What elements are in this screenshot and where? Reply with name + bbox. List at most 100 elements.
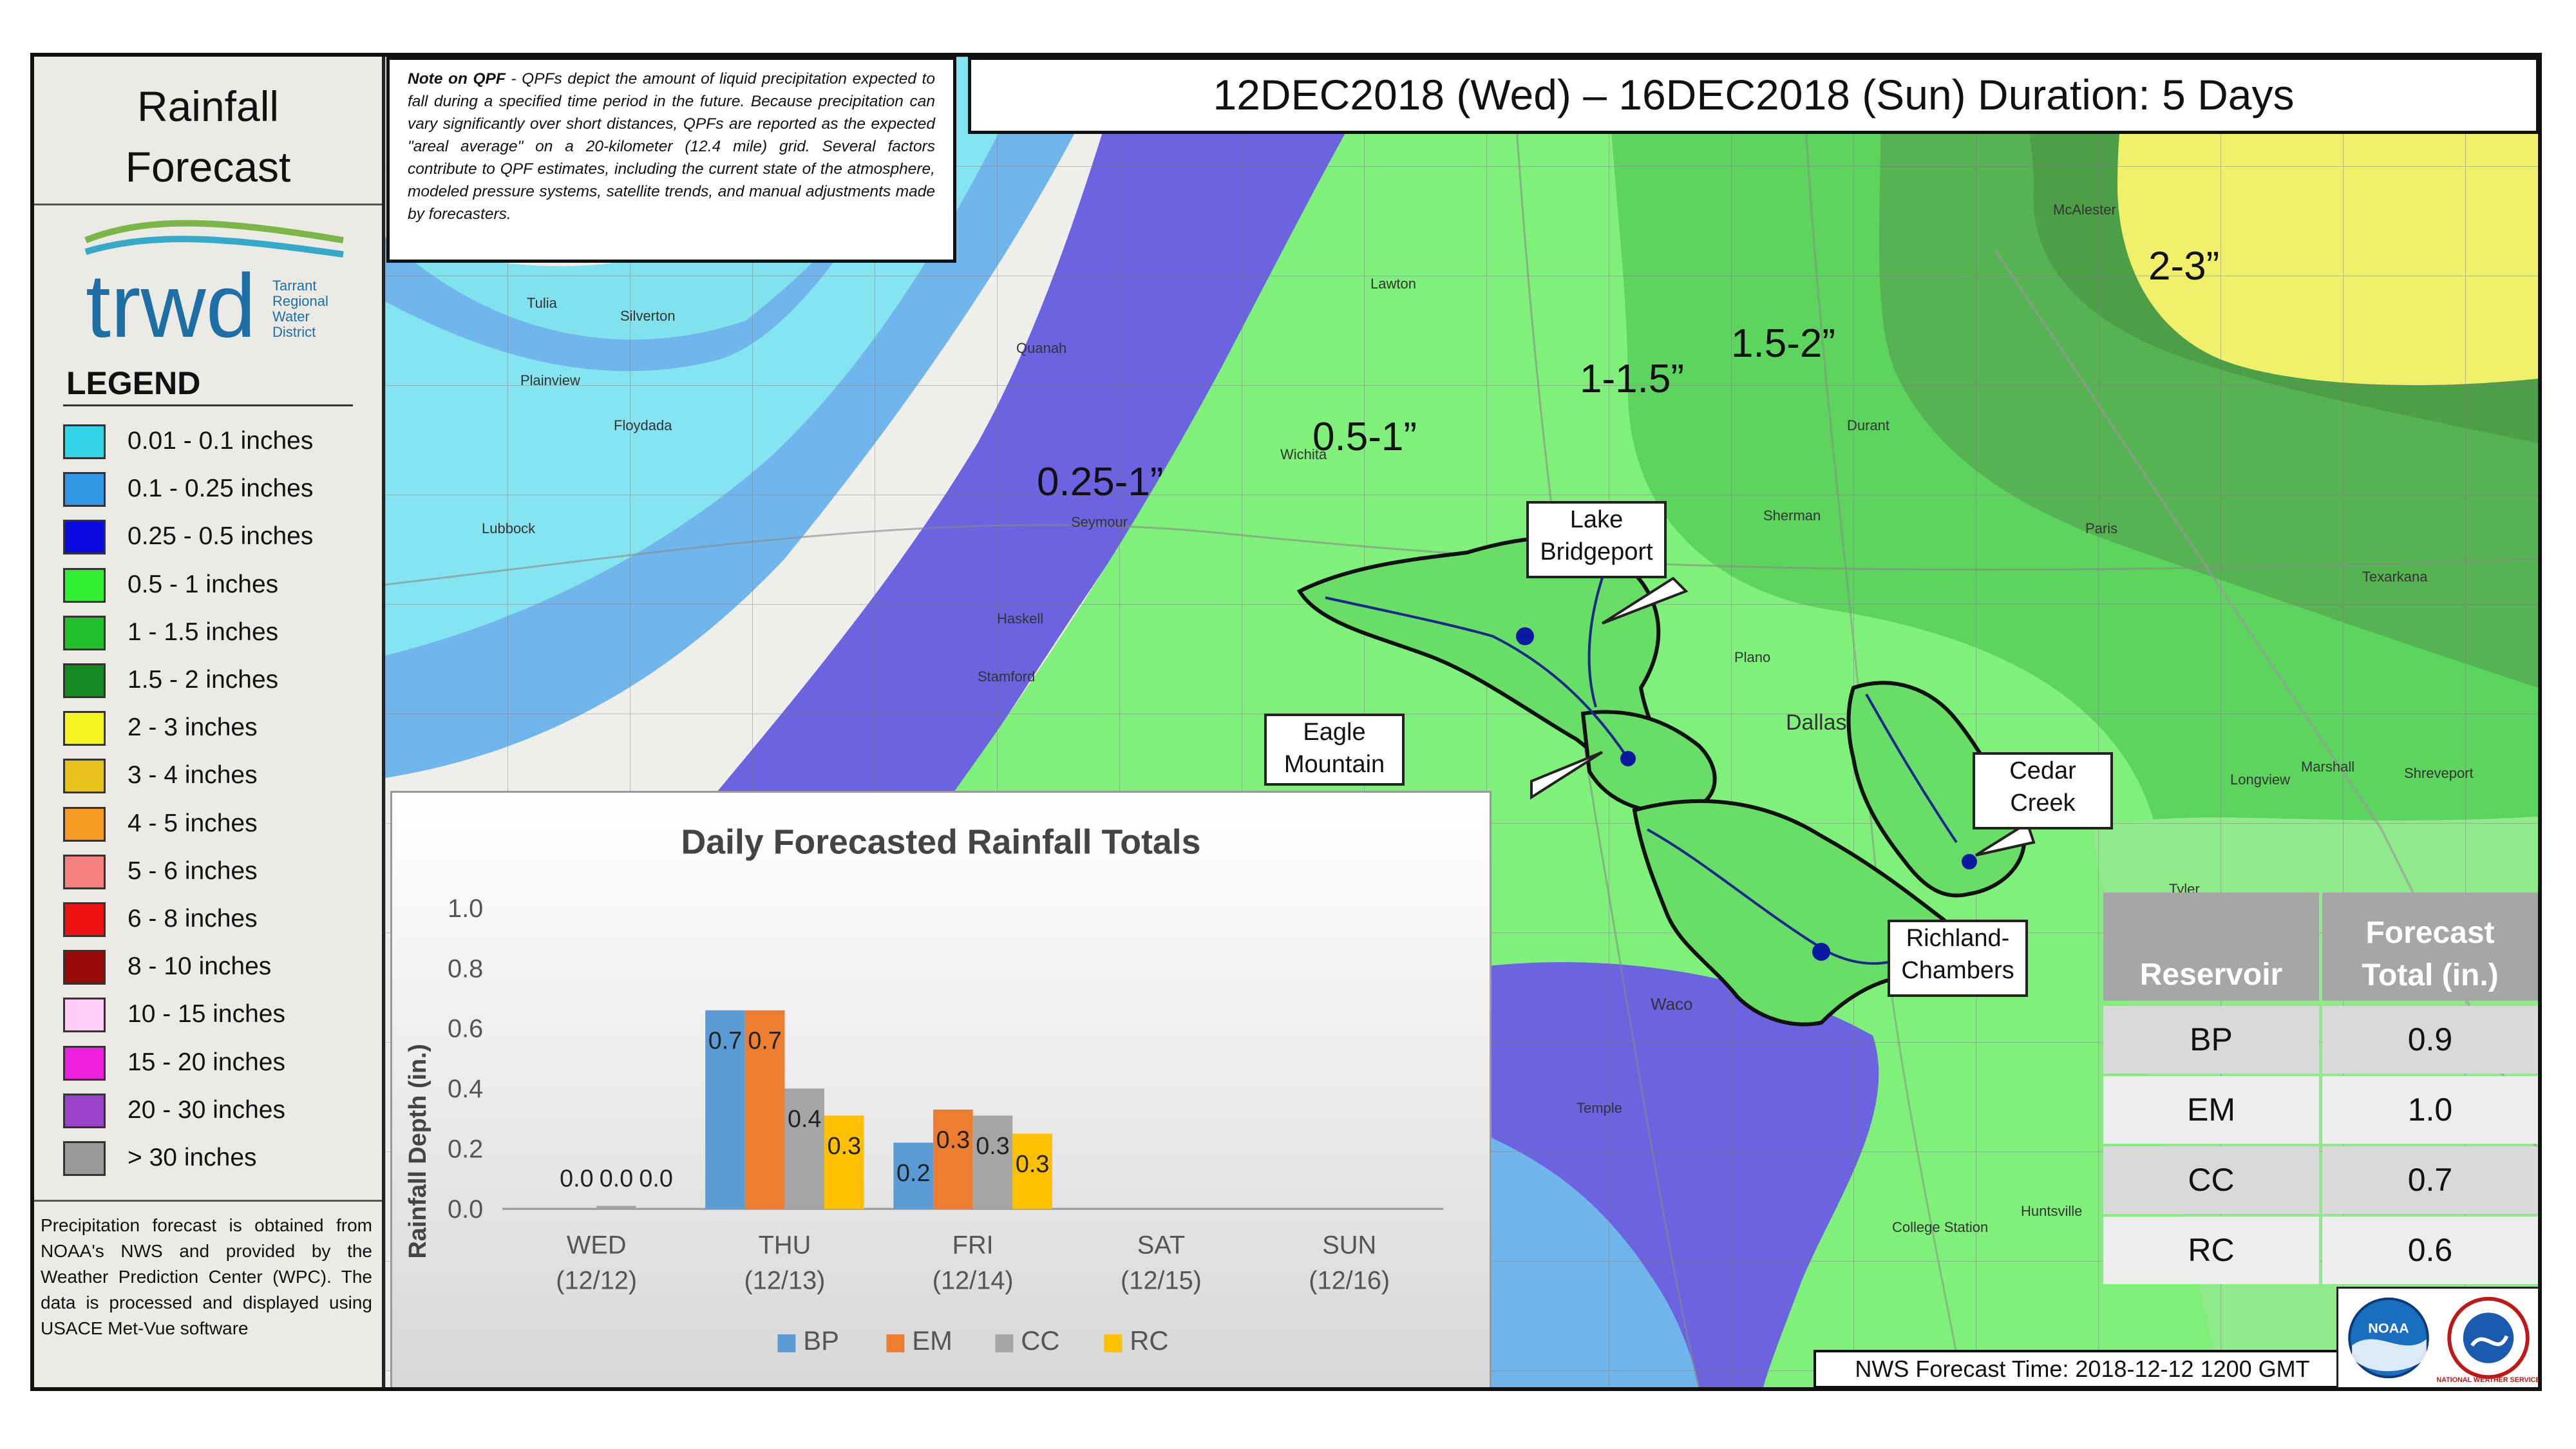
legend-item: > 30 inches <box>63 1137 372 1176</box>
table-header-reservoir: Reservoir <box>2103 893 2319 1001</box>
legend-label: 0.25 - 0.5 inches <box>128 522 314 551</box>
bar-CC <box>784 1088 825 1209</box>
callout-eagle-mountain: Eagle Mountain <box>1264 714 1405 786</box>
data-label: 0.0 <box>639 1165 673 1192</box>
legend-item: 0.5 - 1 inches <box>63 564 372 603</box>
town-haskell: Haskell <box>997 611 1043 627</box>
watershed-eagle-mountain <box>1580 710 1717 814</box>
legend-swatch <box>63 806 106 842</box>
legend-item: 8 - 10 inches <box>63 946 372 985</box>
town-texarkana: Texarkana <box>2362 569 2428 585</box>
qpf-note-heading: Note on QPF <box>408 70 506 88</box>
legend-swatch-EM <box>886 1334 905 1352</box>
x-tick-sublabel: (12/16) <box>1309 1266 1390 1294</box>
town-silverton: Silverton <box>620 308 676 324</box>
x-tick-label: THU <box>759 1231 811 1260</box>
callout-lake-bridgeport-line2: Bridgeport <box>1540 538 1653 565</box>
callout-lake-bridgeport: Lake Bridgeport <box>1526 501 1667 578</box>
legend-item: 0.25 - 0.5 inches <box>63 516 372 555</box>
legend-swatch <box>63 950 106 985</box>
callout-eagle-mountain-line1: Eagle <box>1303 719 1366 746</box>
table-cell-total: 0.9 <box>2322 1006 2538 1074</box>
x-tick-sublabel: (12/12) <box>556 1266 637 1294</box>
legend-item: 1.5 - 2 inches <box>63 659 372 698</box>
noaa-logo-text: NOAA <box>2368 1320 2409 1336</box>
chart-y-ticks: 0.0 0.2 0.4 0.6 0.8 1.0 <box>448 895 1444 1224</box>
callout-cedar-creek-line2: Creek <box>2010 790 2076 817</box>
town-huntsville: Huntsville <box>2021 1203 2082 1219</box>
town-durant: Durant <box>1847 417 1889 433</box>
data-label: 0.0 <box>560 1165 594 1192</box>
legend-label: 5 - 6 inches <box>128 857 258 885</box>
forecast-duration: 12DEC2018 (Wed) – 16DEC2018 (Sun) Durati… <box>968 57 2538 134</box>
legend-label: 20 - 30 inches <box>128 1095 285 1124</box>
y-tick-label: 0.6 <box>448 1015 483 1043</box>
town-floydada: Floydada <box>614 417 672 433</box>
legend-item: 10 - 15 inches <box>63 994 372 1033</box>
town-mcalester: McAlester <box>2053 202 2116 218</box>
logo-sub-1: Tarrant <box>272 278 316 294</box>
legend-swatch <box>63 1045 106 1081</box>
town-dallas: Dallas <box>1786 710 1846 735</box>
legend-swatch <box>63 615 106 650</box>
legend-label: 6 - 8 inches <box>128 905 258 933</box>
town-tulia: Tulia <box>527 295 558 311</box>
band-label-2-3: 2-3” <box>2148 244 2220 289</box>
x-tick-label: SAT <box>1137 1231 1185 1260</box>
table-header-total: Forecast Total (in.) <box>2322 893 2538 1001</box>
panel-divider <box>34 1200 382 1202</box>
legend-item: 0.01 - 0.1 inches <box>63 421 372 459</box>
legend-swatch <box>63 472 106 507</box>
logo-sub-2: Regional <box>272 293 328 309</box>
qpf-note: Note on QPF - QPFs depict the amount of … <box>386 57 956 263</box>
town-sherman: Sherman <box>1763 507 1821 524</box>
town-temple: Temple <box>1577 1100 1622 1116</box>
legend-item: 0.1 - 0.25 inches <box>63 468 372 507</box>
y-tick-label: 0.4 <box>448 1075 483 1103</box>
town-marshall: Marshall <box>2301 759 2354 775</box>
bar-EM <box>744 1010 785 1209</box>
town-paris: Paris <box>2085 520 2117 536</box>
town-waco: Waco <box>1651 994 1693 1014</box>
legend-swatch-BP <box>777 1334 796 1352</box>
table-cell-reservoir: RC <box>2103 1217 2319 1284</box>
town-shreveport: Shreveport <box>2404 765 2474 781</box>
data-label: 0.2 <box>896 1160 931 1187</box>
rivers <box>1325 558 1958 965</box>
y-tick-label: 0.2 <box>448 1135 483 1164</box>
legend-item: 3 - 4 inches <box>63 755 372 794</box>
legend-label-RC: RC <box>1130 1325 1168 1356</box>
legend-item: 4 - 5 inches <box>63 803 372 842</box>
legend-item: 6 - 8 inches <box>63 898 372 937</box>
town-plano: Plano <box>1734 649 1770 665</box>
daily-rainfall-chart: Daily Forecasted Rainfall Totals Rainfal… <box>390 791 1492 1387</box>
legend-label: 1.5 - 2 inches <box>128 666 279 694</box>
data-label: 0.7 <box>748 1027 782 1054</box>
band-label-1.5-2: 1.5-2” <box>1731 321 1835 366</box>
legend-swatch-RC <box>1104 1334 1122 1352</box>
bar-EM <box>933 1109 973 1209</box>
legend-item: 5 - 6 inches <box>63 851 372 889</box>
data-label: 0.3 <box>976 1133 1010 1160</box>
data-label: 0.4 <box>788 1106 821 1133</box>
chart-bars <box>596 1010 1052 1209</box>
y-tick-label: 0.0 <box>448 1195 483 1224</box>
legend-label: 15 - 20 inches <box>128 1048 285 1076</box>
legend-swatch <box>63 424 106 459</box>
legend-label: 0.01 - 0.1 inches <box>128 427 314 455</box>
panel-title: Rainfall Forecast <box>34 76 382 197</box>
logo-text: trwd <box>86 255 256 356</box>
table-cell-total: 1.0 <box>2322 1076 2538 1144</box>
nws-logo-text: NATIONAL WEATHER SERVICE <box>2436 1376 2538 1384</box>
legend-swatch-CC <box>995 1334 1014 1352</box>
callout-eagle-mountain-line2: Mountain <box>1283 751 1385 778</box>
legend-label: 2 - 3 inches <box>128 714 258 742</box>
watershed-cedar-creek <box>1846 681 2027 898</box>
table-header-total-line1: Forecast <box>2365 916 2495 950</box>
y-tick-label: 1.0 <box>448 895 483 923</box>
band-label-0.5-1: 0.5-1” <box>1312 415 1417 459</box>
table-cell-total: 0.6 <box>2322 1217 2538 1284</box>
town-lubbock: Lubbock <box>482 520 536 536</box>
x-tick-sublabel: (12/13) <box>744 1266 825 1294</box>
legend-underline <box>63 404 353 406</box>
